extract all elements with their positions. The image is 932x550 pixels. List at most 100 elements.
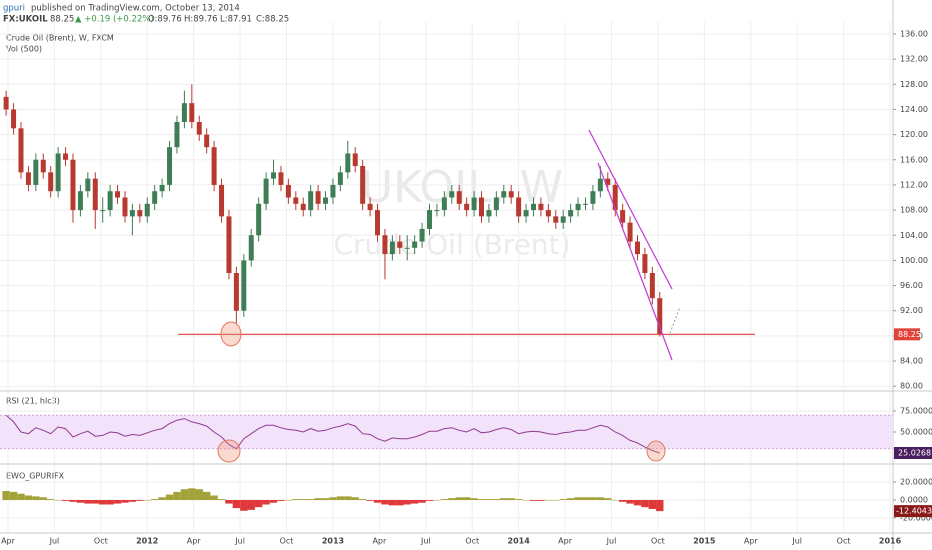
histogram-bar (566, 498, 575, 500)
candle-body (77, 191, 83, 211)
histogram-bar (39, 497, 47, 500)
x-tick-label: Oct (94, 537, 108, 546)
candle-body (427, 210, 433, 229)
last-value-badge (894, 505, 932, 518)
candle-body (285, 184, 291, 198)
published: published on TradingView.com, October 13… (31, 4, 240, 14)
candle-body (122, 197, 128, 217)
candle-body (100, 210, 106, 212)
candle-body (3, 96, 9, 110)
histogram-bar (433, 499, 441, 501)
x-tick-label: 2016 (879, 537, 902, 546)
candle-body (493, 197, 499, 211)
histogram-bar (500, 498, 508, 500)
annotations (217, 129, 681, 463)
candle-body (352, 153, 358, 167)
candle-body (137, 210, 143, 217)
histogram-bar (344, 496, 352, 500)
candle-body (382, 235, 388, 255)
histogram-bar (448, 498, 456, 500)
candle-body (404, 247, 410, 249)
x-tick-label: 2013 (322, 537, 344, 546)
histogram-bar (366, 499, 374, 501)
histogram-bar (462, 497, 471, 500)
histogram-bar (358, 499, 367, 500)
candle-body (107, 191, 113, 211)
y-tick-label: 128.00 (900, 80, 928, 89)
histogram-bar (321, 498, 330, 500)
candle-body (471, 197, 477, 211)
y-tick-label: 75.0000 (900, 406, 932, 415)
candle-body (196, 122, 202, 135)
histogram-bar (529, 499, 538, 501)
y-tick-label: 0.0000 (900, 495, 928, 504)
histogram-bar (626, 499, 634, 504)
histogram-bar (373, 499, 382, 503)
panel-title: EWO_GPURIFX (6, 472, 65, 481)
candle-body (92, 178, 98, 211)
histogram-bar (136, 499, 144, 501)
histogram-bar (284, 499, 293, 501)
high: H:89.76 (184, 15, 218, 25)
histogram-bar (84, 499, 92, 504)
candle-body (248, 235, 254, 261)
histogram-bar (113, 499, 122, 504)
x-tick-label: Jul (791, 537, 802, 546)
rsi-line (5, 414, 660, 454)
candle-body (11, 109, 17, 129)
histogram-bar (61, 499, 70, 501)
candle-body (642, 254, 648, 273)
candle-body (367, 203, 373, 211)
histogram-bar (492, 499, 501, 500)
histogram-bar (403, 499, 411, 505)
rsi-band (0, 415, 893, 449)
histogram-bar (173, 491, 181, 500)
candle-body (560, 216, 566, 223)
candle-body (523, 210, 529, 217)
annotation (217, 439, 241, 463)
histogram-bar (2, 490, 10, 500)
candle-body (144, 203, 150, 217)
candle-body (300, 203, 306, 211)
candle-body (129, 210, 135, 217)
candle-body (590, 191, 596, 204)
candle-body (263, 178, 269, 204)
candle-body (315, 191, 321, 204)
candle-body (486, 210, 492, 217)
x-tick-label: Apr (744, 537, 759, 546)
y-tick-label: 20.0000 (900, 477, 932, 486)
histogram-bar (217, 499, 226, 500)
candle-body (70, 159, 76, 211)
x-tick-label: Oct (837, 537, 851, 546)
last-value-badge (894, 446, 932, 459)
histogram-bar (76, 499, 85, 503)
x-tick-label: Jul (606, 537, 617, 546)
candle-body (456, 191, 462, 204)
y-tick-label: -20.0000 (900, 513, 932, 522)
x-tick-label: Apr (558, 537, 573, 546)
histogram-bar (24, 495, 33, 500)
x-tick-label: Oct (651, 537, 665, 546)
candle-body (115, 191, 121, 198)
candle-body (337, 172, 343, 185)
candle-body (649, 272, 655, 299)
candle-body (508, 191, 514, 198)
y-tick-label: 116.00 (900, 155, 928, 164)
x-tick-label: Apr (187, 537, 202, 546)
candle-body (657, 298, 663, 335)
candle-body (219, 184, 225, 217)
candle-body (389, 241, 395, 255)
histogram-bar (225, 499, 233, 504)
candle-body (33, 159, 39, 185)
histogram-bar (254, 499, 263, 508)
histogram-bar (98, 499, 107, 505)
histogram-bar (121, 499, 129, 503)
histogram-bar (299, 499, 307, 500)
y-tick-label: 50.0000 (900, 427, 932, 436)
candle-body (597, 178, 603, 192)
candle-body (63, 153, 69, 160)
histogram-bar (611, 499, 619, 501)
y-tick-label: 136.00 (900, 29, 928, 38)
histogram-bar (381, 499, 389, 505)
